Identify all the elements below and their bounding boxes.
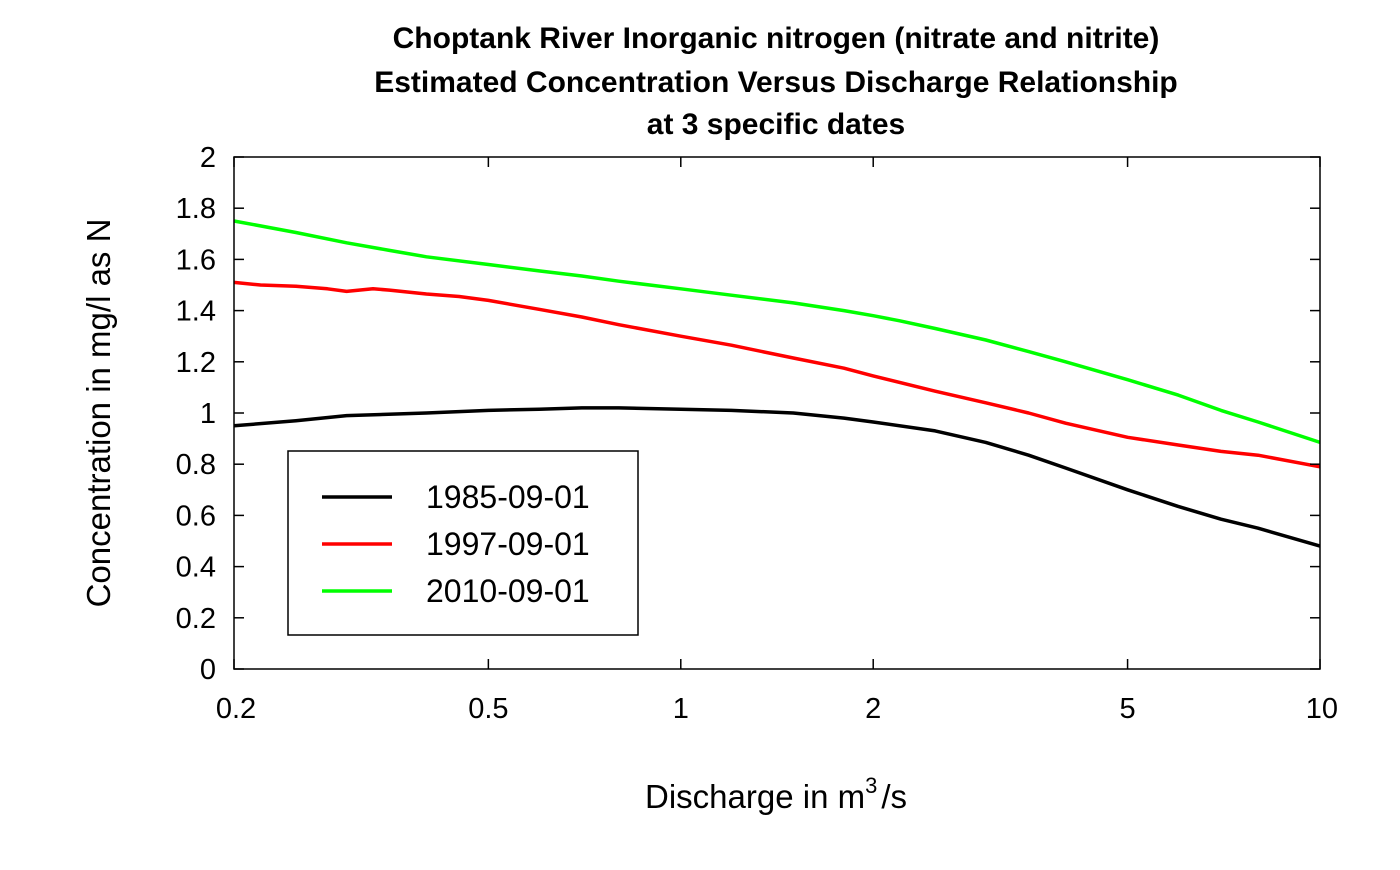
chart-title-line-3: at 3 specific dates [647, 108, 905, 141]
y-tick-label: 1.8 [176, 193, 216, 225]
x-axis-label-prefix: Discharge in m [645, 778, 865, 815]
x-tick-label: 0.2 [216, 693, 256, 725]
x-axis-label-superscript: 3 [865, 773, 877, 798]
y-tick-label: 1.2 [176, 347, 216, 379]
x-tick-label: 2 [865, 693, 881, 725]
y-tick-label: 0 [200, 654, 216, 686]
chart-title-line-2: Estimated Concentration Versus Discharge… [374, 66, 1178, 99]
x-tick-label: 0.5 [468, 693, 508, 725]
x-tick-label: 1 [673, 693, 689, 725]
legend-label-2010-09-01: 2010-09-01 [426, 573, 590, 609]
x-axis-label-suffix: /s [881, 778, 907, 815]
legend-label-1997-09-01: 1997-09-01 [426, 526, 590, 562]
x-axis-label: Discharge in m3/s [645, 773, 907, 815]
chart-title: Choptank River Inorganic nitrogen (nitra… [374, 22, 1178, 141]
y-tick-label: 0.4 [176, 552, 216, 584]
y-tick-label: 1 [200, 398, 216, 430]
legend: 1985-09-01 1997-09-01 2010-09-01 [287, 450, 639, 636]
y-tick-label: 1.6 [176, 244, 216, 276]
y-tick-label: 0.6 [176, 500, 216, 532]
y-axis-label: Concentration in mg/l as N [80, 219, 117, 608]
series-layer [233, 219, 1321, 548]
legend-entries: 1985-09-01 1997-09-01 2010-09-01 [322, 479, 590, 609]
series-line-1997-09-01 [233, 280, 1321, 469]
legend-label-1985-09-01: 1985-09-01 [426, 479, 590, 515]
chart-title-line-1: Choptank River Inorganic nitrogen (nitra… [393, 22, 1160, 55]
y-tick-label: 2 [200, 142, 216, 174]
y-tick-label: 1.4 [176, 296, 216, 328]
x-tick-label: 10 [1306, 693, 1338, 725]
series-line-1985-09-01 [233, 406, 1321, 548]
x-axis: 0.2 0.5 1 2 5 10 [216, 157, 1338, 725]
y-tick-label: 0.2 [176, 603, 216, 635]
y-tick-label: 0.8 [176, 449, 216, 481]
y-axis: 0 0.2 0.4 0.6 0.8 1 1.2 1.4 1.6 1.8 2 [176, 142, 1320, 686]
series-line-2010-09-01 [233, 219, 1321, 445]
x-tick-label: 5 [1120, 693, 1136, 725]
